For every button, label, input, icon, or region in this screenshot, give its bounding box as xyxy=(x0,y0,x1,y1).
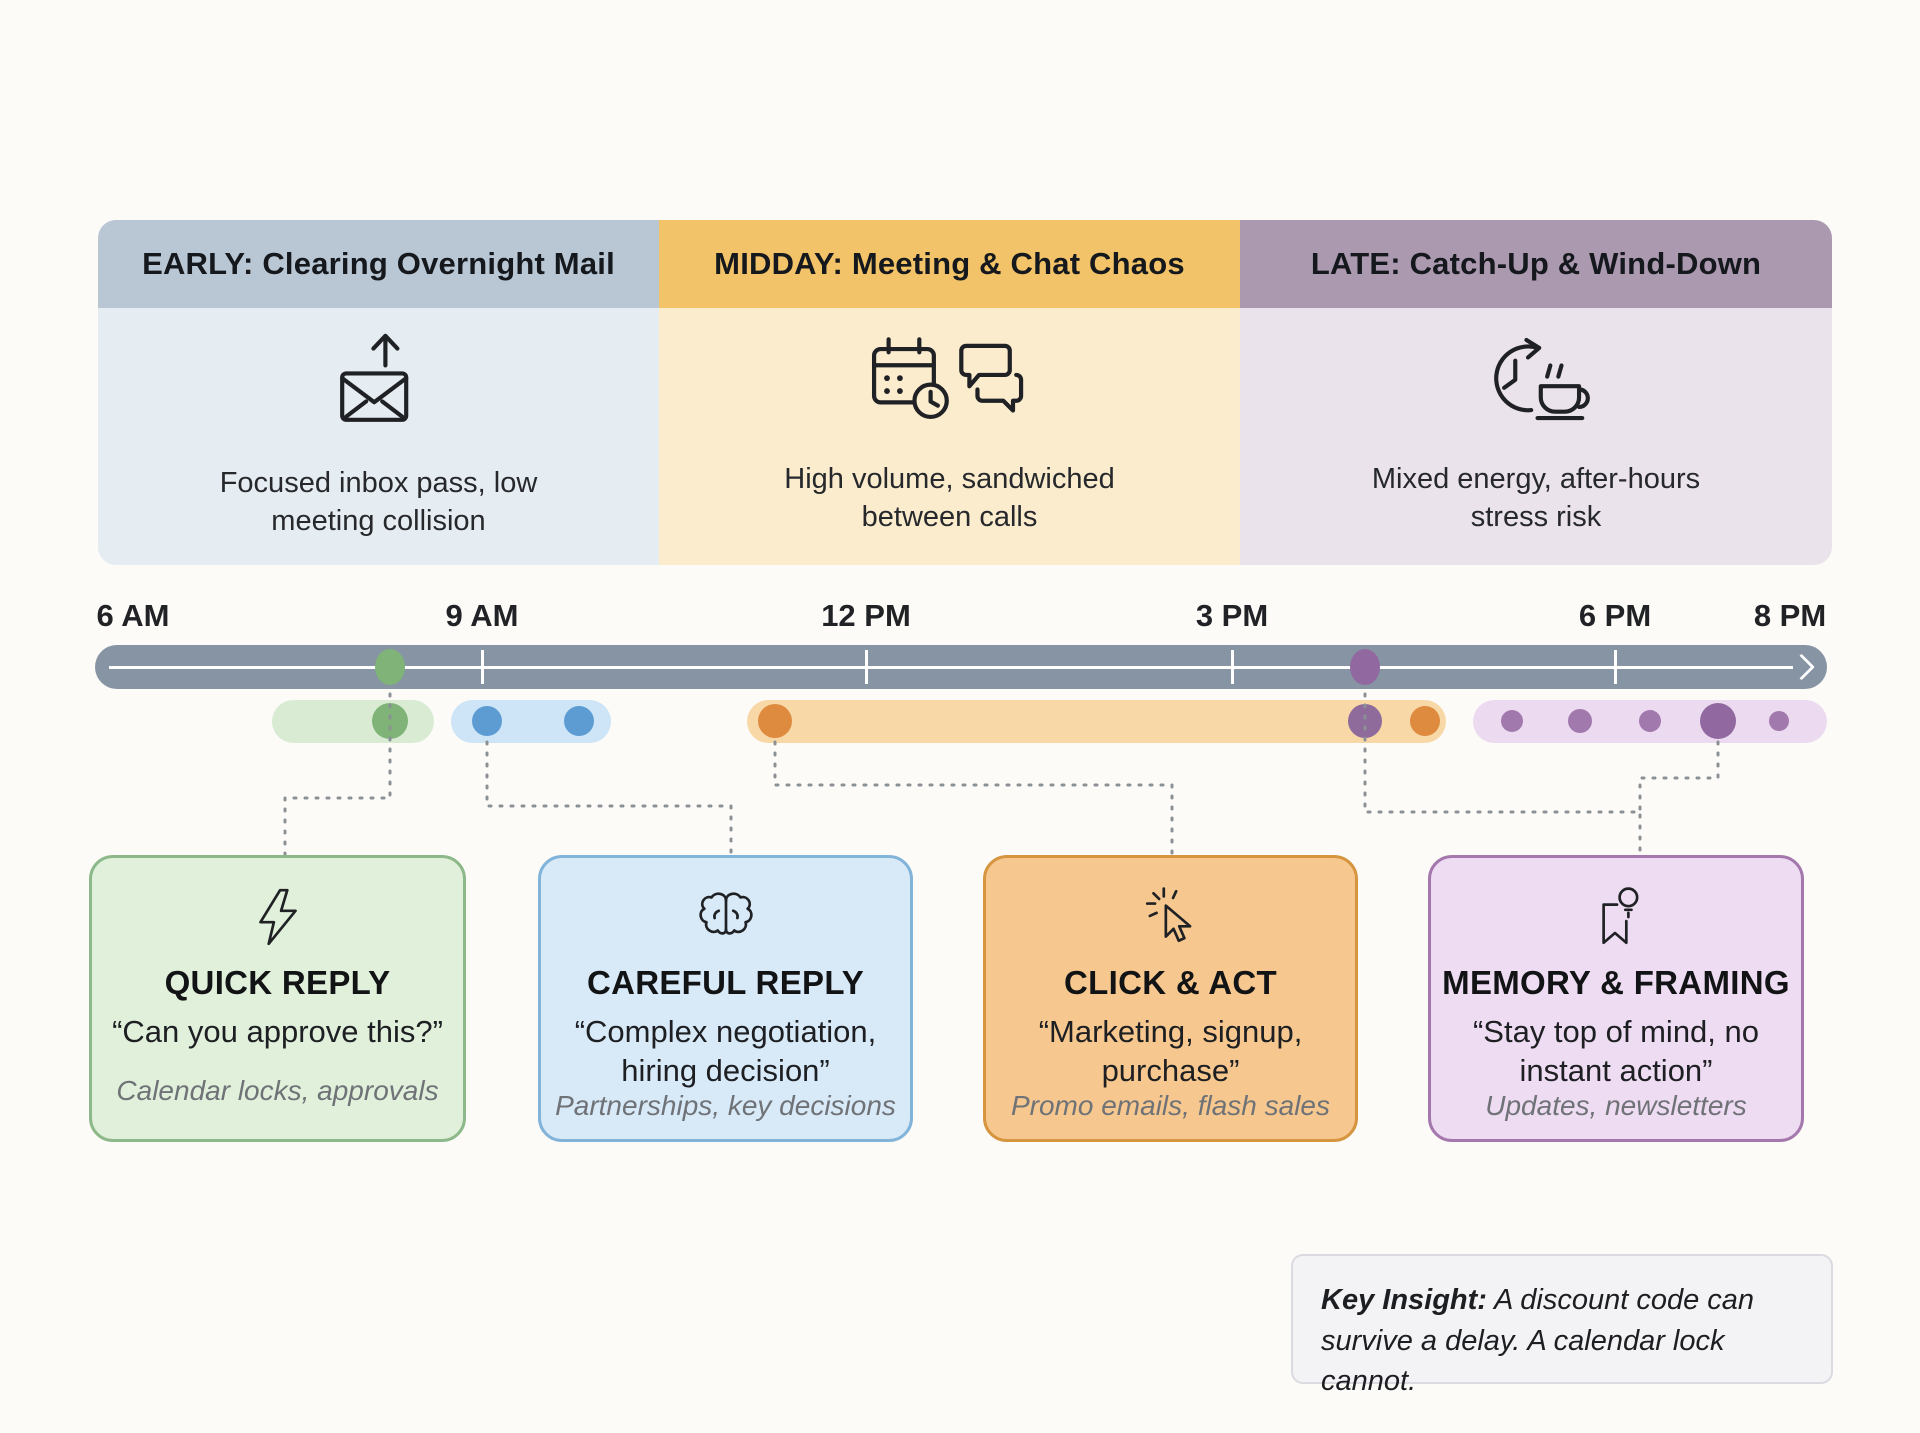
event-dot-orange-2 xyxy=(1410,706,1440,736)
calendar-clock-chat-icon xyxy=(866,331,1034,435)
mail-send-icon xyxy=(327,327,431,439)
lightning-bolt-icon xyxy=(245,884,311,950)
timeline-marker-purple xyxy=(1350,649,1380,685)
event-dot-purple-2 xyxy=(1568,709,1592,733)
card-careful-reply-title: CAREFUL REPLY xyxy=(586,964,865,1001)
brain-icon xyxy=(693,884,759,950)
event-dot-blue-2 xyxy=(564,706,594,736)
card-careful-reply-examples: Partnerships, key decisions xyxy=(555,1090,896,1122)
phase-midday-description: High volume, sandwiched between calls xyxy=(784,463,1115,533)
event-dot-purple-in-orange xyxy=(1348,704,1382,738)
timeline-marker-green xyxy=(375,649,405,685)
card-memory-framing: MEMORY & FRAMING “Stay top of mind, no i… xyxy=(1428,855,1804,1142)
phase-early: EARLY: Clearing Overnight Mail Focused i… xyxy=(98,220,659,565)
phase-early-description: Focused inbox pass, low meeting collisio… xyxy=(219,467,538,537)
timeline-axis-line xyxy=(109,665,1793,669)
card-careful-reply: CAREFUL REPLY “Complex negotiation, hiri… xyxy=(538,855,913,1142)
tick-6pm xyxy=(1614,650,1617,684)
event-dot-purple-5 xyxy=(1769,711,1789,731)
timeline-arrowhead-icon xyxy=(1788,653,1815,681)
time-label-12pm: 12 PM xyxy=(821,598,911,633)
phase-midday-title: MIDDAY: Meeting & Chat Chaos xyxy=(659,220,1240,308)
key-insight-box: Key Insight: A discount code can survive… xyxy=(1291,1254,1833,1397)
bookmark-idea-icon xyxy=(1583,884,1649,950)
card-click-act: CLICK & ACT “Marketing, signup, purchase… xyxy=(983,855,1358,1142)
card-click-act-title: CLICK & ACT xyxy=(1064,964,1277,1001)
time-label-8pm: 8 PM xyxy=(1753,598,1827,633)
card-quick-reply-title: QUICK REPLY xyxy=(164,964,391,1001)
phase-late-description: Mixed energy, after-hours stress risk xyxy=(1371,463,1701,533)
phase-panels: EARLY: Clearing Overnight Mail Focused i… xyxy=(98,220,1832,565)
event-dot-green xyxy=(372,703,408,739)
event-dot-blue-1 xyxy=(472,706,502,736)
key-insight-label: Key Insight: xyxy=(1321,1284,1487,1316)
time-label-9am: 9 AM xyxy=(445,598,519,633)
timeline-bar xyxy=(95,645,1827,689)
phase-early-title: EARLY: Clearing Overnight Mail xyxy=(98,220,659,308)
tick-9am xyxy=(481,650,484,684)
key-insight-text: A discount code can survive a delay. A c… xyxy=(1321,1284,1755,1398)
event-dot-purple-4-large xyxy=(1700,703,1736,739)
cursor-click-icon xyxy=(1138,884,1204,950)
time-label-3pm: 3 PM xyxy=(1195,598,1269,633)
event-dot-purple-3 xyxy=(1639,710,1661,732)
time-label-6pm: 6 PM xyxy=(1578,598,1652,633)
phase-late: LATE: Catch-Up & Wind-Down Mixed energy, xyxy=(1240,220,1832,565)
clock-coffee-icon xyxy=(1477,331,1595,435)
time-label-6am: 6 AM xyxy=(96,598,170,633)
card-quick-reply: QUICK REPLY “Can you approve this?” Cale… xyxy=(89,855,466,1142)
connector-purple-right xyxy=(1638,740,1720,814)
tick-3pm xyxy=(1231,650,1234,684)
card-quick-reply-quote: “Can you approve this?” xyxy=(112,1014,443,1049)
card-memory-framing-title: MEMORY & FRAMING xyxy=(1442,964,1790,1001)
pill-click-act-window xyxy=(747,700,1446,743)
connector-orange xyxy=(773,740,1174,858)
event-dot-purple-1 xyxy=(1501,710,1523,732)
tick-12pm xyxy=(865,650,868,684)
event-dot-orange-1 xyxy=(758,704,792,738)
card-click-act-examples: Promo emails, flash sales xyxy=(1010,1090,1330,1122)
phase-late-title: LATE: Catch-Up & Wind-Down xyxy=(1240,220,1832,308)
connector-blue xyxy=(485,740,733,858)
card-click-act-quote: “Marketing, signup, purchase” xyxy=(1038,1014,1303,1089)
pill-quick-reply-window xyxy=(272,700,434,743)
phase-midday: MIDDAY: Meeting & Chat Chaos xyxy=(659,220,1240,565)
card-quick-reply-examples: Calendar locks, approvals xyxy=(116,1075,439,1106)
card-careful-reply-quote: “Complex negotiation, hiring decision” xyxy=(574,1014,877,1089)
card-memory-framing-examples: Updates, newsletters xyxy=(1485,1090,1747,1122)
card-memory-framing-quote: “Stay top of mind, no instant action” xyxy=(1472,1014,1760,1089)
